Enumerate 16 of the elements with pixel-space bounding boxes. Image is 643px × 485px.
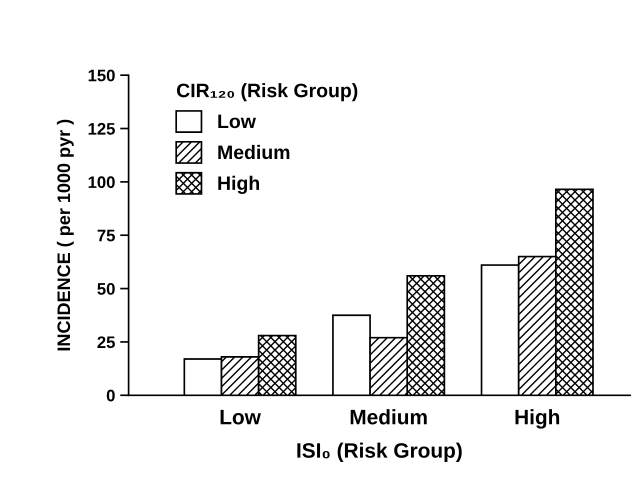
y-axis-title: INCIDENCE ( per 1000 pyr ) — [56, 120, 74, 350]
y-tick-label: 150 — [88, 70, 115, 82]
x-tick-label: Low — [220, 410, 261, 424]
x-tick-label: Medium — [350, 409, 427, 424]
y-tick-label: 25 — [97, 336, 115, 348]
x-tick-label: High — [516, 409, 560, 429]
legend-label: Low — [218, 114, 256, 128]
y-tick-label: 125 — [88, 122, 115, 135]
y-tick-label: 75 — [98, 230, 115, 242]
y-tick-label: 0 — [106, 390, 115, 402]
y-tick-label: 100 — [88, 176, 115, 188]
y-tick-label: 50 — [97, 282, 115, 295]
x-axis-title: ISI₀ (Risk Group) — [297, 442, 462, 462]
legend-label: Medium — [218, 144, 290, 160]
legend-label: High — [218, 176, 260, 194]
legend-title: CIR₁₂₀ (Risk Group) — [176, 83, 358, 102]
